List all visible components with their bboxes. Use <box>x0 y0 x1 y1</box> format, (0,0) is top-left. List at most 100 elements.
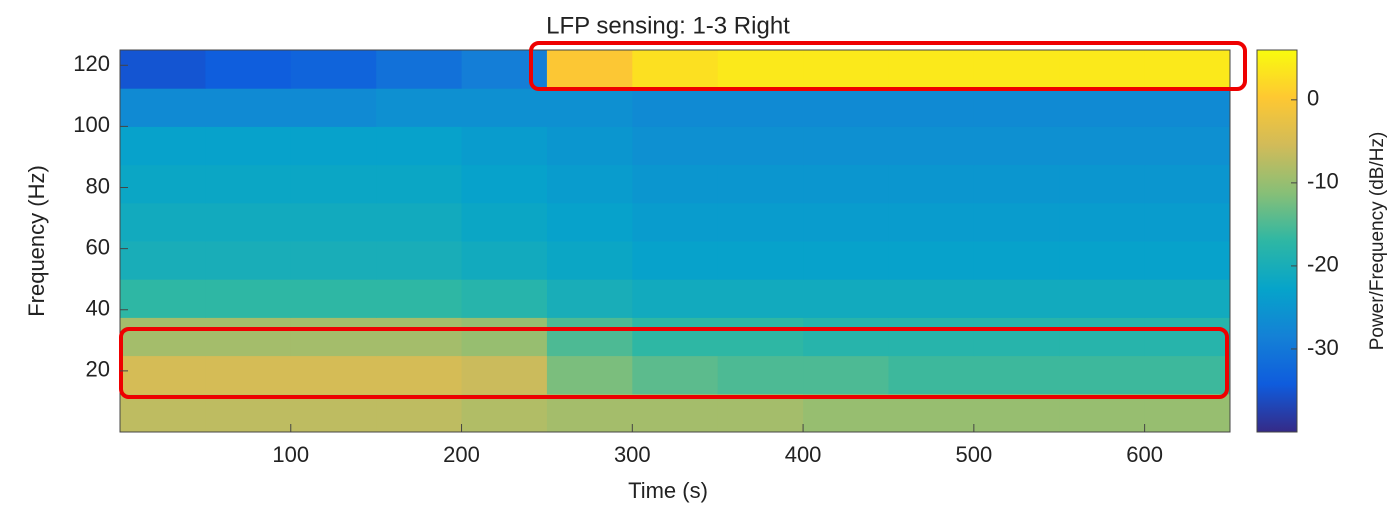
plot-frame <box>119 49 1231 433</box>
heatmap-cell <box>973 126 1060 166</box>
heatmap-cell <box>973 317 1060 357</box>
heatmap-cell <box>205 88 292 127</box>
heatmap-cell <box>632 164 719 204</box>
heatmap-cell <box>120 88 206 127</box>
heatmap-cell <box>632 50 719 89</box>
heatmap-cell <box>1144 241 1231 280</box>
heatmap-cell <box>461 317 548 357</box>
heatmap-cell <box>803 355 889 395</box>
heatmap-cell <box>1144 88 1231 127</box>
heatmap-cell <box>1144 164 1231 204</box>
heatmap-cell <box>205 317 292 357</box>
heatmap-cell <box>205 279 292 318</box>
heatmap-cell <box>290 241 377 280</box>
heatmap-cell <box>205 126 292 166</box>
heatmap-cell <box>461 279 548 318</box>
heatmap-cell <box>376 317 463 357</box>
heatmap-cell <box>290 164 377 204</box>
heatmap-cell <box>717 202 804 242</box>
heatmap-cell <box>120 202 206 242</box>
heatmap-cell <box>1144 50 1231 89</box>
heatmap-cell <box>461 202 548 242</box>
heatmap-cell <box>1144 355 1231 395</box>
heatmap-cell <box>632 126 719 166</box>
y-tick-label: 80 <box>86 173 110 198</box>
heatmap-cell <box>205 241 292 280</box>
heatmap-cell <box>376 355 463 395</box>
heatmap-cell <box>1144 202 1231 242</box>
heatmap-cell <box>803 164 889 204</box>
heatmap-cell <box>632 355 719 395</box>
heatmap-cell <box>888 164 975 204</box>
y-tick-label: 100 <box>73 112 110 137</box>
x-axis-label: Time (s) <box>628 478 708 503</box>
heatmap-cell <box>120 355 206 395</box>
heatmap-cell <box>717 50 804 89</box>
heatmap-cell <box>546 279 633 318</box>
heatmap-cell <box>376 126 463 166</box>
heatmap-cell <box>1059 355 1146 395</box>
heatmap-cell <box>1059 88 1146 127</box>
heatmap-cell <box>546 50 633 89</box>
heatmap-cell <box>717 393 804 433</box>
heatmap-cell <box>803 88 889 127</box>
heatmap-cell <box>546 241 633 280</box>
heatmap-cell <box>803 393 889 433</box>
heatmap-cell <box>376 279 463 318</box>
heatmap-cell <box>1144 393 1231 433</box>
heatmap-cell <box>888 317 975 357</box>
heatmap-cell <box>546 317 633 357</box>
heatmap-cell <box>888 279 975 318</box>
colorbar-tick-label: 0 <box>1307 86 1319 111</box>
y-tick-label: 120 <box>73 51 110 76</box>
heatmap-cell <box>973 202 1060 242</box>
heatmap-cell <box>717 164 804 204</box>
heatmap-cell <box>461 164 548 204</box>
heatmap-cell <box>120 126 206 166</box>
heatmap-cell <box>205 202 292 242</box>
heatmap-cell <box>632 279 719 318</box>
heatmap-cell <box>546 126 633 166</box>
heatmap-cell <box>461 50 548 89</box>
heatmap-cell <box>888 202 975 242</box>
heatmap-cell <box>888 50 975 89</box>
heatmap-cell <box>1059 126 1146 166</box>
colorbar <box>1257 50 1297 432</box>
heatmap-cell <box>717 355 804 395</box>
heatmap-cell <box>546 202 633 242</box>
heatmap-cell <box>376 50 463 89</box>
heatmap-cell <box>717 279 804 318</box>
heatmap-cell <box>717 126 804 166</box>
heatmap-cell <box>973 279 1060 318</box>
heatmap-cell <box>120 50 206 89</box>
heatmap-cell <box>120 164 206 204</box>
heatmap-cell <box>376 88 463 127</box>
x-tick-label: 300 <box>614 442 651 467</box>
heatmap-cell <box>290 202 377 242</box>
highlight-box <box>529 41 1247 91</box>
highlight-box <box>119 327 1229 399</box>
x-tick-label: 600 <box>1126 442 1163 467</box>
heatmap-cell <box>205 164 292 204</box>
heatmap-cell <box>290 317 377 357</box>
x-tick-label: 200 <box>443 442 480 467</box>
x-tick-label: 400 <box>785 442 822 467</box>
heatmap-cell <box>632 88 719 127</box>
heatmap-cell <box>717 317 804 357</box>
heatmap-cell <box>376 202 463 242</box>
heatmap-cell <box>632 241 719 280</box>
heatmap-cell <box>1059 50 1146 89</box>
heatmap-cell <box>888 88 975 127</box>
heatmap-cell <box>632 202 719 242</box>
heatmap-cell <box>546 164 633 204</box>
x-tick-label: 500 <box>955 442 992 467</box>
heatmap-cell <box>717 88 804 127</box>
colorbar-tick-label: -30 <box>1307 335 1339 360</box>
heatmap-cell <box>461 241 548 280</box>
heatmap-cell <box>973 393 1060 433</box>
heatmap-cell <box>120 317 206 357</box>
heatmap-cell <box>803 279 889 318</box>
heatmap-cell <box>546 355 633 395</box>
heatmap-cell <box>973 164 1060 204</box>
heatmap-cell <box>973 355 1060 395</box>
